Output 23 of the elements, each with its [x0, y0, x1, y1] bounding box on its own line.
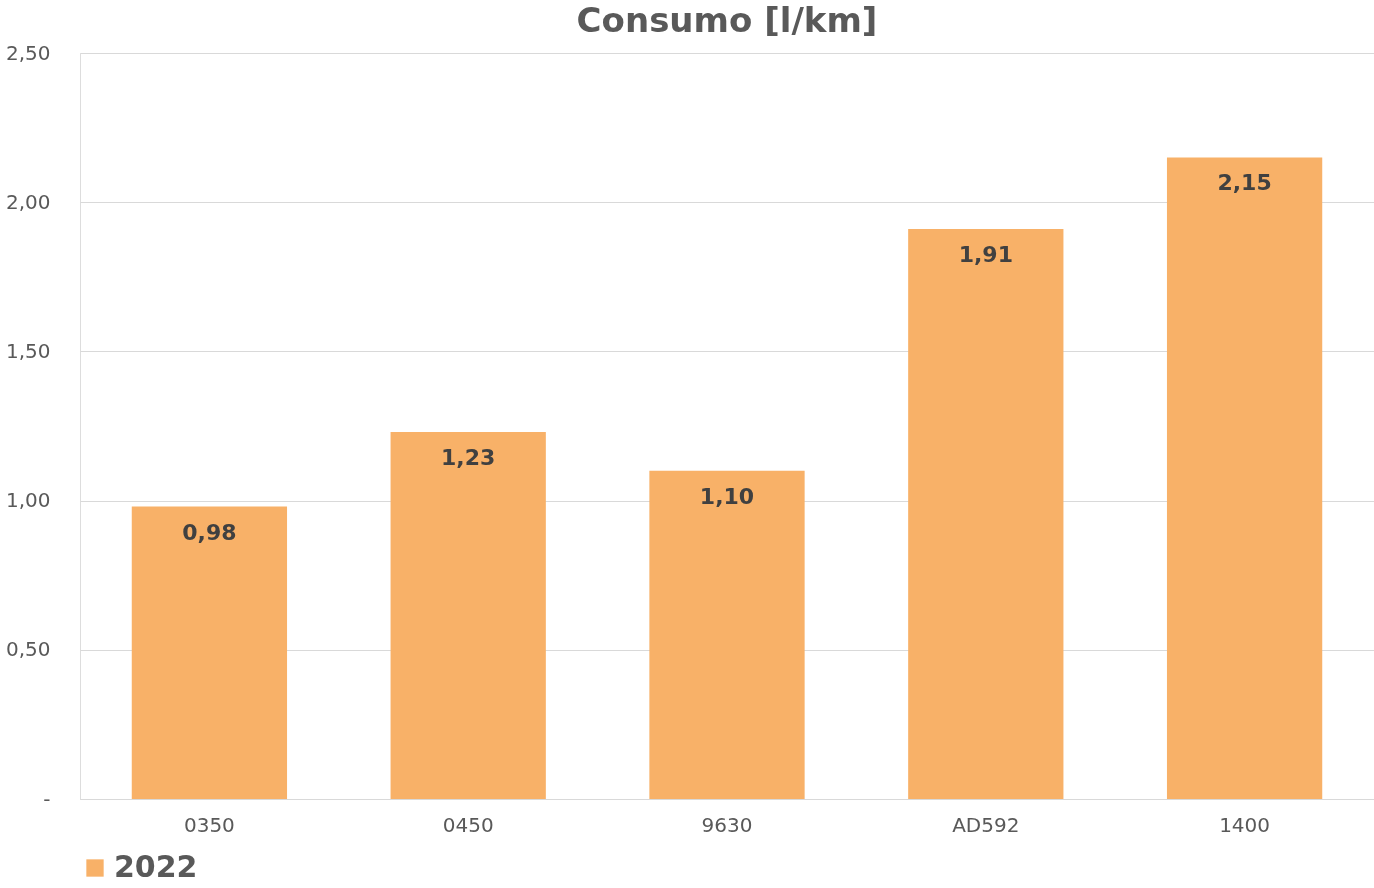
y-tick-label: 1,50: [5, 338, 51, 363]
y-tick-label: 0,50: [5, 637, 51, 662]
x-tick-label: AD592: [952, 812, 1020, 837]
data-label: 1,10: [699, 483, 755, 509]
legend-label: 2022: [114, 849, 198, 884]
x-tick-label: 1400: [1219, 812, 1271, 837]
y-tick-label: 2,50: [5, 40, 51, 65]
y-tick-label: 2,00: [5, 189, 51, 214]
data-label: 1,23: [441, 444, 496, 470]
bar: [908, 229, 1064, 799]
data-label: 0,98: [182, 519, 237, 545]
data-label: 2,15: [1217, 170, 1272, 196]
y-tick-label: 1,00: [5, 488, 51, 513]
data-label: 1,91: [958, 242, 1013, 268]
bar: [1166, 157, 1323, 799]
bar: [390, 431, 546, 799]
x-tick-label: 0350: [183, 812, 235, 837]
x-tick-label: 9630: [701, 812, 753, 837]
bar: [131, 506, 288, 799]
chart-title: Consumo [l/km]: [576, 0, 878, 40]
x-tick-label: 0450: [442, 812, 494, 837]
bar: [649, 470, 805, 799]
y-tick-label: -: [43, 786, 51, 811]
